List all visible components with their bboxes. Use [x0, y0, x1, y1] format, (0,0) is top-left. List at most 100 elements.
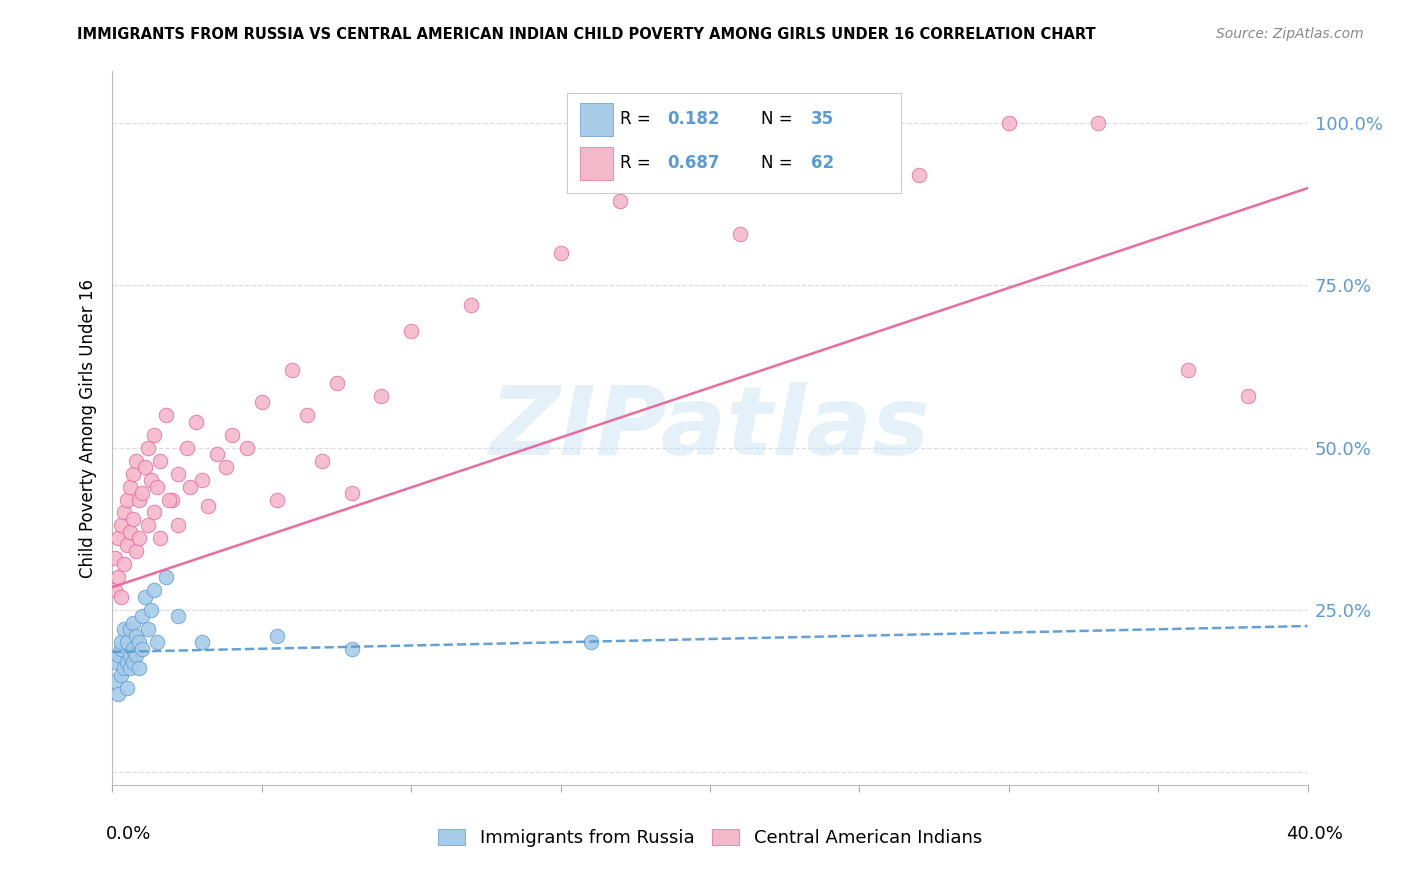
Point [176, 441, 198, 455]
Point [728, 227, 751, 241]
Point [1237, 389, 1260, 403]
Point [281, 363, 304, 377]
Point [167, 609, 190, 624]
Point [107, 687, 129, 701]
Point [162, 492, 183, 507]
Point [117, 655, 139, 669]
Point [191, 635, 214, 649]
Point [122, 615, 145, 630]
Point [107, 532, 129, 546]
Point [128, 635, 150, 649]
Point [311, 453, 333, 467]
Point [250, 395, 273, 409]
Point [143, 506, 166, 520]
Text: IMMIGRANTS FROM RUSSIA VS CENTRAL AMERICAN INDIAN CHILD POVERTY AMONG GIRLS UNDE: IMMIGRANTS FROM RUSSIA VS CENTRAL AMERIC… [77, 27, 1095, 42]
Point [120, 524, 142, 539]
Point [266, 492, 288, 507]
Point [110, 667, 132, 681]
Point [149, 453, 172, 467]
Point [236, 441, 259, 455]
Point [167, 518, 190, 533]
Point [141, 603, 163, 617]
Point [215, 460, 238, 475]
Point [205, 447, 228, 461]
Point [138, 441, 160, 455]
Point [125, 629, 148, 643]
Point [134, 460, 156, 475]
Point [818, 149, 841, 163]
Point [131, 609, 153, 624]
Point [120, 661, 142, 675]
Point [110, 641, 132, 656]
Text: ZIPatlas: ZIPatlas [489, 382, 931, 475]
Point [114, 558, 135, 572]
Point [122, 655, 145, 669]
Point [104, 583, 127, 598]
Point [669, 175, 692, 189]
Point [340, 641, 363, 656]
Point [143, 583, 166, 598]
Point [1177, 363, 1199, 377]
Point [125, 648, 148, 663]
Point [117, 538, 139, 552]
Point [295, 408, 318, 422]
Point [138, 518, 160, 533]
Point [179, 479, 201, 493]
Point [114, 622, 135, 636]
Point [197, 499, 219, 513]
Point [125, 544, 148, 558]
Point [104, 655, 127, 669]
Point [155, 570, 177, 584]
Point [110, 518, 132, 533]
Y-axis label: Child Poverty Among Girls Under 16: Child Poverty Among Girls Under 16 [79, 278, 97, 578]
Point [141, 473, 163, 487]
Point [110, 635, 132, 649]
Point [131, 641, 153, 656]
Point [110, 590, 132, 604]
Point [122, 641, 145, 656]
Text: 40.0%: 40.0% [1286, 825, 1343, 843]
Point [191, 473, 214, 487]
Point [138, 622, 160, 636]
Point [149, 532, 172, 546]
Point [609, 194, 631, 208]
Point [107, 648, 129, 663]
Point [107, 570, 129, 584]
Point [114, 661, 135, 675]
Point [167, 467, 190, 481]
Point [104, 550, 127, 565]
Point [125, 453, 148, 467]
Point [104, 674, 127, 689]
Point [117, 635, 139, 649]
Text: Source: ZipAtlas.com: Source: ZipAtlas.com [1216, 27, 1364, 41]
Point [143, 427, 166, 442]
Point [128, 532, 150, 546]
Point [128, 492, 150, 507]
Text: 0.0%: 0.0% [105, 825, 150, 843]
Point [998, 116, 1021, 130]
Point [157, 492, 180, 507]
Point [131, 486, 153, 500]
Point [186, 415, 208, 429]
Point [325, 376, 347, 390]
Point [122, 512, 145, 526]
Point [122, 467, 145, 481]
Point [120, 479, 142, 493]
Point [460, 298, 482, 312]
Point [266, 629, 288, 643]
Point [579, 635, 602, 649]
Point [340, 486, 363, 500]
Point [134, 590, 156, 604]
Point [155, 408, 177, 422]
Point [120, 648, 142, 663]
Point [221, 427, 243, 442]
Legend: Immigrants from Russia, Central American Indians: Immigrants from Russia, Central American… [439, 829, 981, 847]
Point [114, 506, 135, 520]
Point [370, 389, 392, 403]
Point [550, 246, 572, 260]
Point [117, 492, 139, 507]
Point [128, 661, 150, 675]
Point [117, 681, 139, 695]
Point [908, 168, 931, 182]
Point [146, 479, 169, 493]
